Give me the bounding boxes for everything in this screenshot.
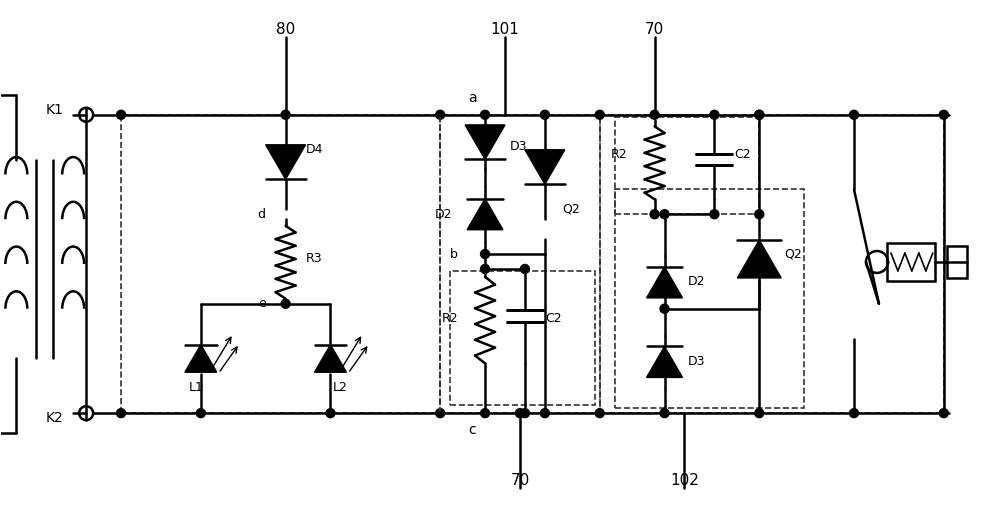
Text: 102: 102 bbox=[670, 473, 699, 488]
Circle shape bbox=[117, 409, 126, 418]
Circle shape bbox=[515, 409, 524, 418]
Text: 80: 80 bbox=[276, 22, 295, 37]
Circle shape bbox=[436, 409, 445, 418]
Bar bbox=[121, 115, 440, 413]
Circle shape bbox=[755, 409, 764, 418]
Text: R2: R2 bbox=[611, 148, 628, 161]
Text: L2: L2 bbox=[333, 381, 348, 394]
Bar bbox=[600, 115, 944, 413]
Circle shape bbox=[755, 210, 764, 219]
Circle shape bbox=[281, 299, 290, 308]
Bar bbox=[947, 246, 967, 278]
Circle shape bbox=[117, 111, 126, 119]
Circle shape bbox=[481, 111, 490, 119]
Text: C2: C2 bbox=[545, 312, 562, 325]
Polygon shape bbox=[647, 267, 682, 298]
Text: c: c bbox=[468, 423, 476, 437]
Circle shape bbox=[850, 409, 859, 418]
Text: K1: K1 bbox=[45, 103, 63, 117]
Text: D2: D2 bbox=[435, 208, 452, 221]
Circle shape bbox=[660, 304, 669, 313]
Circle shape bbox=[650, 111, 659, 119]
Text: C2: C2 bbox=[734, 148, 751, 161]
Bar bbox=[615, 117, 759, 214]
Circle shape bbox=[850, 111, 859, 119]
Circle shape bbox=[650, 210, 659, 219]
Circle shape bbox=[540, 409, 549, 418]
Circle shape bbox=[281, 111, 290, 119]
Circle shape bbox=[326, 409, 335, 418]
Circle shape bbox=[939, 111, 948, 119]
Bar bbox=[440, 115, 600, 413]
Bar bbox=[450, 271, 595, 405]
Text: a: a bbox=[468, 91, 477, 105]
Circle shape bbox=[755, 111, 764, 119]
Polygon shape bbox=[315, 345, 346, 372]
Text: R2: R2 bbox=[441, 312, 458, 325]
Polygon shape bbox=[647, 346, 682, 377]
Polygon shape bbox=[737, 240, 781, 278]
Text: D4: D4 bbox=[306, 143, 323, 156]
Text: L1: L1 bbox=[188, 381, 203, 394]
Polygon shape bbox=[185, 345, 217, 372]
Bar bbox=[887, 243, 935, 281]
Text: 101: 101 bbox=[491, 22, 519, 37]
Text: 70: 70 bbox=[510, 473, 530, 488]
Text: b: b bbox=[450, 248, 458, 261]
Text: e: e bbox=[258, 297, 266, 310]
Circle shape bbox=[481, 265, 490, 273]
Text: Q2: Q2 bbox=[562, 203, 580, 216]
Circle shape bbox=[595, 409, 604, 418]
Text: Q2: Q2 bbox=[784, 248, 802, 261]
Circle shape bbox=[660, 409, 669, 418]
Circle shape bbox=[540, 111, 549, 119]
Text: 70: 70 bbox=[645, 22, 664, 37]
Circle shape bbox=[436, 111, 445, 119]
Polygon shape bbox=[465, 125, 505, 159]
Text: D2: D2 bbox=[687, 276, 705, 288]
Circle shape bbox=[755, 111, 764, 119]
Circle shape bbox=[710, 111, 719, 119]
Text: D3: D3 bbox=[510, 140, 527, 153]
Polygon shape bbox=[525, 150, 565, 184]
Circle shape bbox=[520, 409, 529, 418]
Text: K2: K2 bbox=[45, 411, 63, 425]
Circle shape bbox=[481, 409, 490, 418]
Polygon shape bbox=[467, 199, 503, 230]
Circle shape bbox=[196, 409, 205, 418]
Polygon shape bbox=[266, 145, 306, 179]
Circle shape bbox=[939, 409, 948, 418]
Circle shape bbox=[595, 111, 604, 119]
Text: D3: D3 bbox=[687, 355, 705, 368]
Bar bbox=[615, 189, 804, 408]
Text: d: d bbox=[258, 208, 266, 221]
Text: R3: R3 bbox=[306, 252, 322, 266]
Circle shape bbox=[481, 249, 490, 259]
Circle shape bbox=[520, 265, 529, 273]
Circle shape bbox=[660, 210, 669, 219]
Circle shape bbox=[710, 210, 719, 219]
